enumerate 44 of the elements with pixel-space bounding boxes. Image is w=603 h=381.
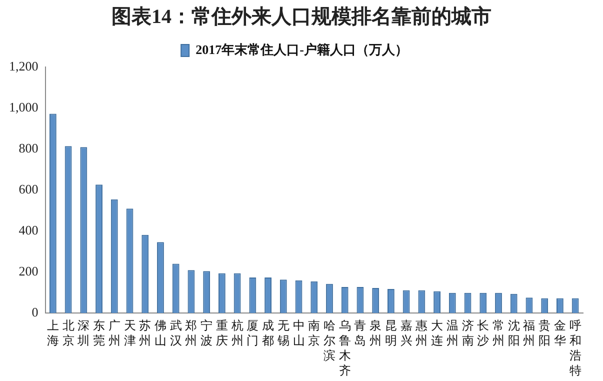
x-tick-label: 佛山	[154, 318, 166, 348]
x-tick-label: 青岛	[354, 318, 366, 348]
x-tick-label: 昆明	[384, 318, 397, 348]
x-tick-label: 宁波	[200, 318, 213, 348]
x-tick-label: 嘉兴	[400, 318, 412, 348]
y-tick-label: 200	[18, 263, 38, 278]
x-tick-label: 北京	[62, 318, 74, 348]
x-tick-label: 深圳	[76, 318, 90, 348]
legend-label: 2017年末常住人口-户籍人口（万人）	[196, 42, 408, 57]
x-tick-label: 苏州	[139, 318, 152, 348]
x-tick-label: 沈阳	[508, 318, 520, 348]
x-tick-label: 呼和浩特	[569, 318, 582, 378]
x-tick-label: 厦门	[246, 318, 259, 348]
x-tick-label: 惠州	[414, 318, 428, 348]
x-tick-label: 长沙	[477, 318, 490, 348]
x-tick-label: 重庆	[216, 318, 228, 348]
x-tick-label: 杭州	[230, 318, 244, 348]
x-tick-label: 广州	[108, 318, 120, 348]
y-tick-label: 400	[18, 222, 38, 238]
x-tick-label: 中山	[292, 318, 305, 348]
x-tick-label: 贵阳	[538, 318, 551, 348]
x-tick-label: 成都	[262, 318, 274, 348]
x-tick-label: 上海	[46, 318, 59, 348]
y-tick-label: 800	[18, 140, 38, 156]
x-tick-label: 哈尔滨	[323, 318, 336, 363]
x-tick-label: 大连	[431, 318, 444, 348]
x-tick-label: 福州	[523, 318, 536, 348]
x-tick-label: 泉州	[370, 318, 382, 348]
x-tick-label: 南京	[308, 318, 320, 348]
y-tick-label: 0	[32, 304, 38, 320]
x-tick-label: 天津	[124, 318, 136, 348]
x-tick-label: 常州	[492, 318, 504, 348]
x-tick-label: 金华	[554, 318, 566, 348]
y-tick-label: 600	[18, 181, 38, 196]
x-tick-label: 郑州	[185, 318, 198, 348]
x-tick-label: 温州	[446, 318, 458, 348]
x-tick-label: 乌鲁木齐	[338, 318, 351, 378]
y-tick-label: 1,200	[9, 58, 38, 74]
x-tick-label: 无锡	[276, 318, 290, 348]
chart-title: 图表14：常住外来人口规模排名靠前的城市	[110, 4, 492, 30]
y-tick-label: 1,000	[9, 99, 38, 114]
x-tick-label: 济南	[462, 318, 474, 348]
x-tick-label: 武汉	[170, 318, 182, 348]
x-tick-label: 东莞	[93, 318, 106, 348]
